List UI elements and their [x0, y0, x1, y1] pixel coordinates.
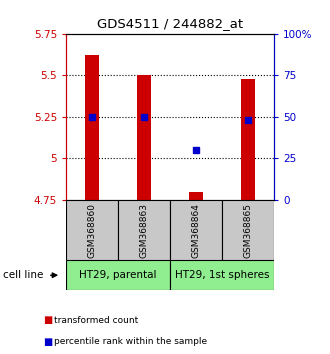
Text: percentile rank within the sample: percentile rank within the sample [54, 337, 208, 346]
Bar [118, 200, 170, 260]
Bar [241, 79, 255, 200]
Text: GSM368860: GSM368860 [87, 202, 96, 258]
Bar [170, 200, 222, 260]
Bar [66, 260, 170, 290]
Text: HT29, 1st spheres: HT29, 1st spheres [175, 270, 269, 280]
Bar [189, 192, 203, 200]
Text: ■: ■ [43, 315, 52, 325]
Bar [85, 55, 99, 200]
Text: transformed count: transformed count [54, 316, 139, 325]
Text: ■: ■ [43, 337, 52, 347]
Bar [137, 75, 151, 200]
Title: GDS4511 / 244882_at: GDS4511 / 244882_at [97, 17, 243, 30]
Text: cell line: cell line [3, 270, 44, 280]
Text: GSM368864: GSM368864 [191, 202, 200, 258]
Text: GSM368865: GSM368865 [244, 202, 252, 258]
Bar [170, 260, 274, 290]
Text: HT29, parental: HT29, parental [79, 270, 157, 280]
Bar [222, 200, 274, 260]
Text: GSM368863: GSM368863 [140, 202, 148, 258]
Bar [66, 200, 118, 260]
